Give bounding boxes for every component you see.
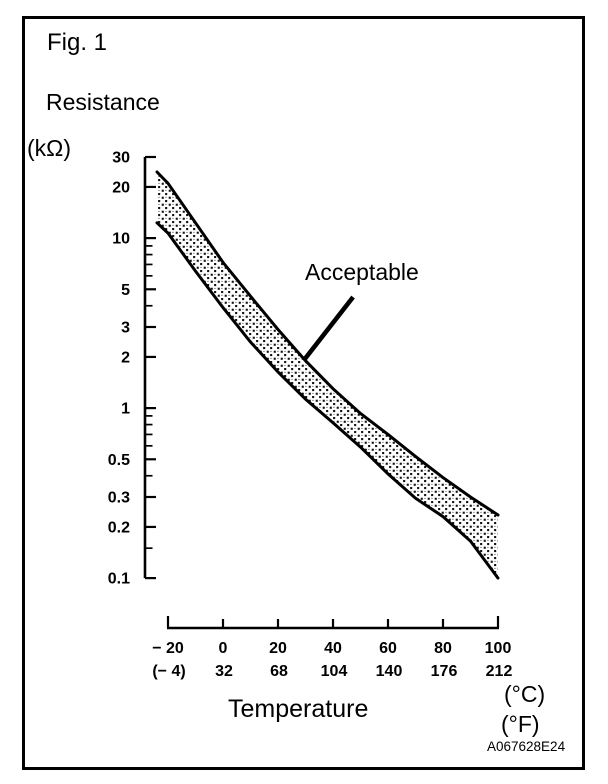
x-tick-label-fahrenheit: 176: [431, 663, 458, 680]
acceptable-band: [155, 170, 500, 580]
band-lower-curve: [155, 221, 500, 580]
x-tick-label-celsius: 20: [269, 640, 287, 657]
y-tick-label: 3: [121, 320, 130, 337]
y-axis-unit-label: (kΩ): [27, 135, 72, 161]
x-axis: − 20 (− 4) 0 32 20 68 40 104 60 140 80 176 100 212: [152, 616, 512, 680]
x-tick-label-fahrenheit: (− 4): [152, 663, 185, 680]
x-axis-title: Temperature: [228, 695, 369, 723]
y-axis: 30 20 10 5 3 2 1 0.5 0.3 0.2 0.1: [108, 150, 156, 588]
x-tick-label-celsius: 40: [324, 640, 342, 657]
x-tick-label-celsius: 60: [379, 640, 397, 657]
y-tick-label: 0.5: [108, 452, 130, 469]
band-upper-curve: [155, 170, 500, 517]
celsius-unit-label: (°C): [504, 681, 546, 707]
y-tick-label: 2: [121, 349, 130, 366]
annotation-pointer-line: [303, 295, 355, 361]
figure-caption: Fig. 1: [47, 29, 108, 56]
x-tick-label-fahrenheit: 104: [321, 663, 348, 680]
x-tick-label-fahrenheit: 140: [376, 663, 403, 680]
x-tick-label-celsius: 100: [485, 640, 512, 657]
document-code: A067628E24: [487, 739, 566, 754]
x-tick-label-fahrenheit: 32: [215, 663, 233, 680]
y-tick-label: 0.2: [108, 519, 130, 536]
y-tick-label: 10: [112, 231, 130, 248]
y-axis-title: Resistance: [46, 89, 160, 115]
y-tick-label: 1: [121, 401, 130, 418]
x-tick-label-celsius: − 20: [152, 640, 184, 657]
fahrenheit-unit-label: (°F): [501, 711, 540, 737]
y-tick-label: 0.3: [108, 490, 130, 507]
x-tick-label-celsius: 80: [434, 640, 452, 657]
y-tick-label: 5: [121, 282, 130, 299]
x-tick-label-fahrenheit: 212: [486, 663, 513, 680]
y-tick-label: 0.1: [108, 571, 130, 588]
x-tick-label-fahrenheit: 68: [270, 663, 288, 680]
y-tick-label: 30: [112, 150, 130, 167]
band-annotation-label: Acceptable: [305, 259, 419, 285]
x-tick-label-celsius: 0: [219, 640, 228, 657]
y-tick-label: 20: [112, 179, 130, 196]
